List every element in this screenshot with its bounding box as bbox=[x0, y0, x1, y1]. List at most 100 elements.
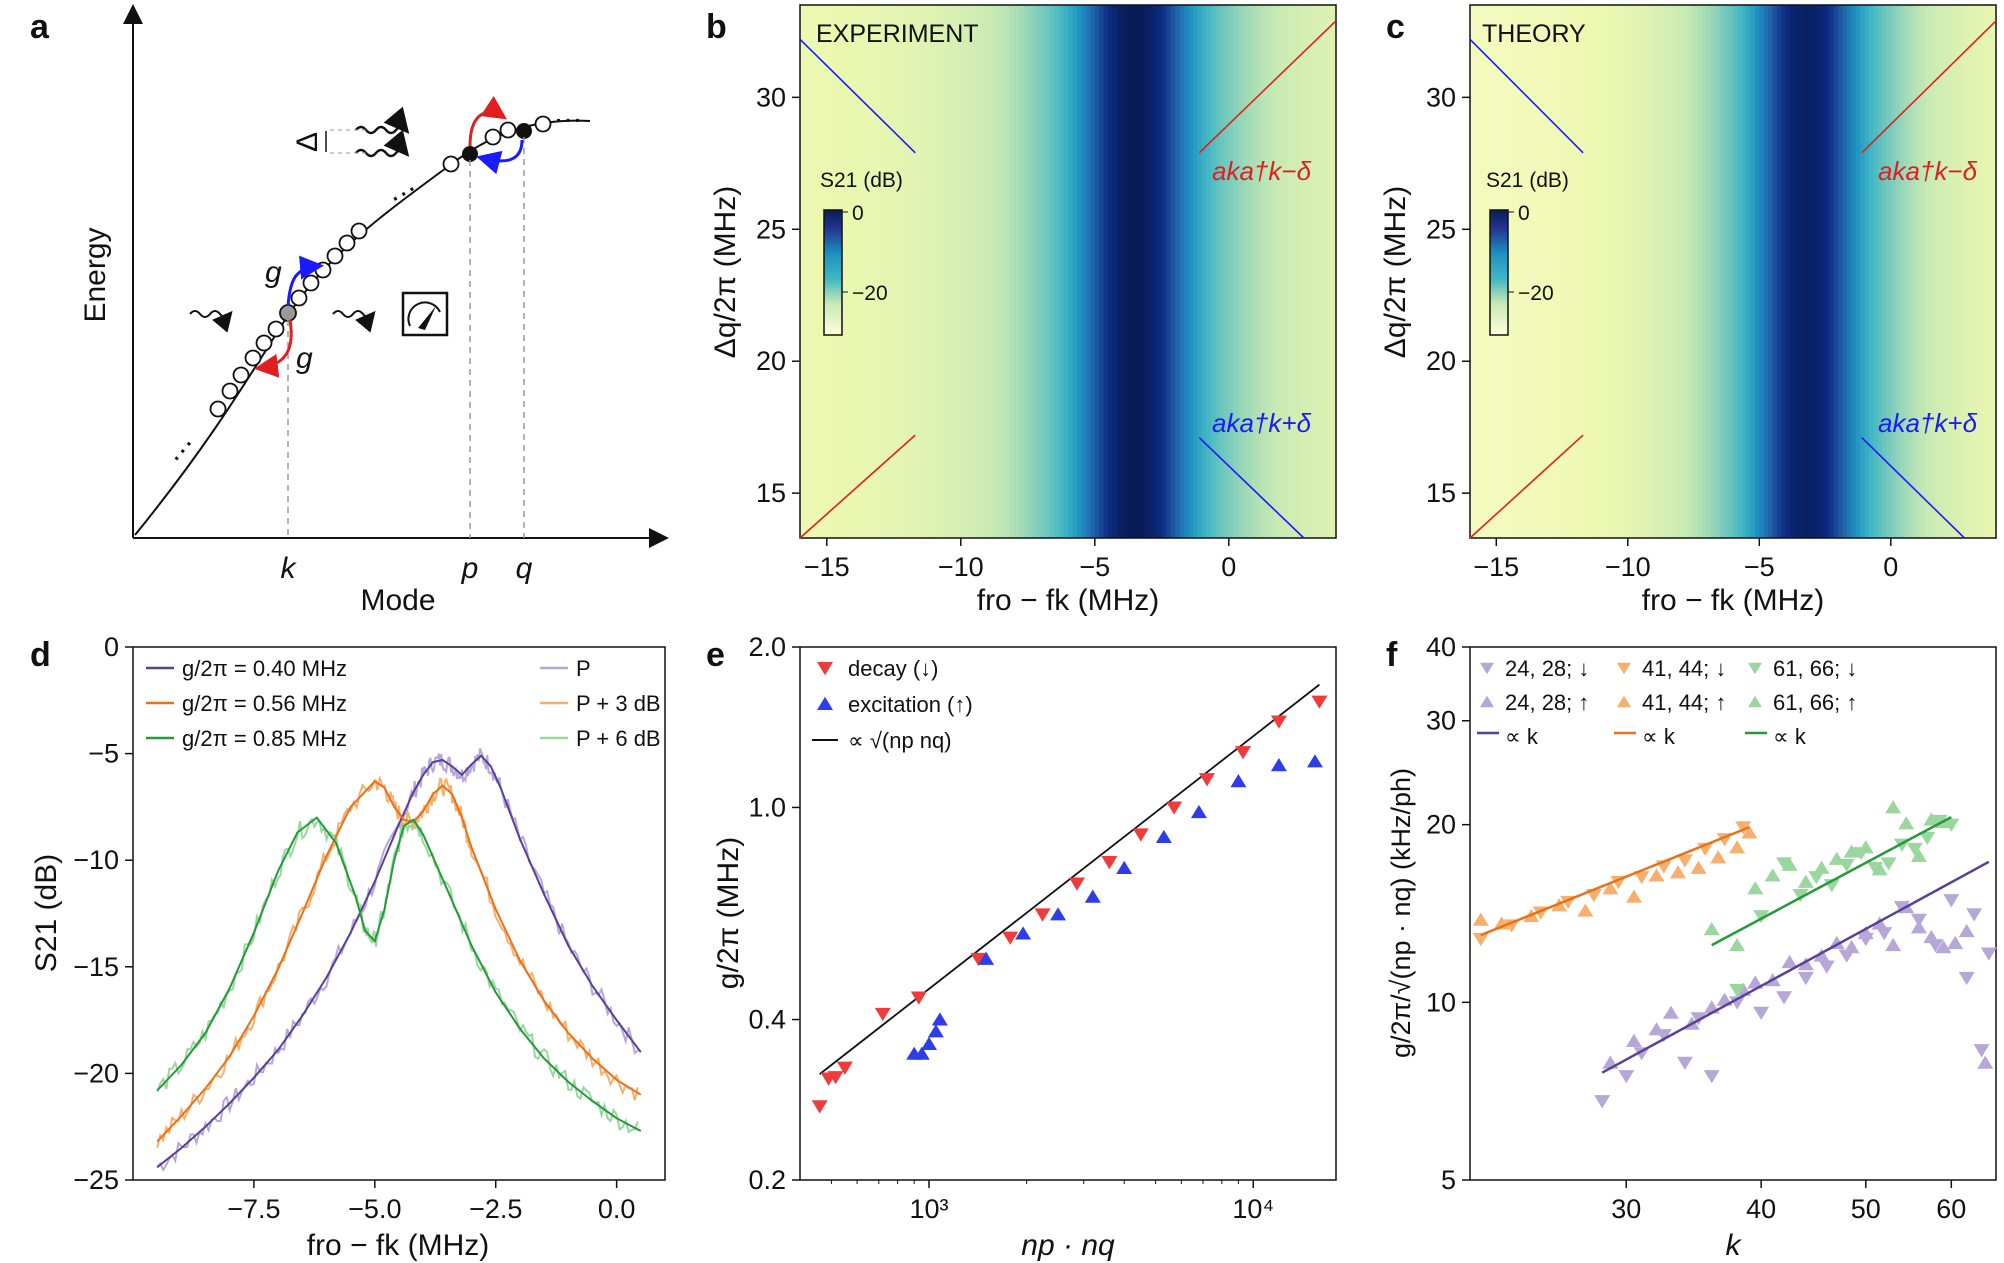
y-tick-label: 30 bbox=[1426, 82, 1456, 112]
heatmap-column bbox=[884, 5, 890, 538]
heatmap-column bbox=[1829, 5, 1835, 538]
heatmap-column bbox=[1768, 5, 1774, 538]
colorbar-c: S21 (dB) 0 −20 bbox=[1486, 169, 1569, 336]
heatmap-column bbox=[1237, 5, 1243, 538]
panel-f: f 30 40 50 60 5 10 20 30 40 24, 28; ↓ 41, 44; ↓ 61… bbox=[1386, 632, 1997, 1262]
up-triangle-marker bbox=[1625, 1033, 1642, 1047]
heatmap-column bbox=[1785, 5, 1791, 538]
heatmap-column bbox=[808, 5, 814, 538]
heatmap-column bbox=[1206, 5, 1212, 538]
heatmap-column bbox=[1099, 5, 1105, 538]
up-triangle-marker bbox=[1015, 926, 1032, 940]
heatmap-column bbox=[1260, 5, 1266, 538]
heatmap-column bbox=[1009, 5, 1015, 538]
heatmap-column bbox=[1219, 5, 1225, 538]
heatmap-column bbox=[1965, 5, 1971, 538]
heatmap-column bbox=[1693, 5, 1699, 538]
blue-pump-arrow bbox=[476, 139, 524, 175]
y-tick-label: −10 bbox=[73, 845, 119, 875]
heatmap-column bbox=[1605, 5, 1611, 538]
heatmap-column bbox=[1991, 5, 1997, 538]
heatmap-column bbox=[1090, 5, 1096, 538]
heatmap-column bbox=[1895, 5, 1901, 538]
heatmap-column bbox=[1750, 5, 1756, 538]
up-triangle-marker bbox=[1480, 695, 1494, 708]
heatmap-column bbox=[1264, 5, 1270, 538]
colorbar-label-c: S21 (dB) bbox=[1486, 169, 1569, 192]
panel-c-label: c bbox=[1386, 8, 1405, 46]
heatmap-column bbox=[1304, 5, 1310, 538]
up-triangle-marker bbox=[1662, 1005, 1679, 1019]
heatmap-column bbox=[1658, 5, 1664, 538]
up-triangle-marker bbox=[1729, 840, 1746, 854]
heatmap-column bbox=[1112, 5, 1118, 538]
heatmap-column bbox=[1811, 5, 1817, 538]
legend-d: g/2π = 0.40 MHz Pg/2π = 0.56 MHz P + 3 dB g… bbox=[146, 656, 661, 751]
heatmap-column bbox=[965, 5, 971, 538]
down-triangle-marker bbox=[1235, 746, 1252, 760]
heatmap-column bbox=[1816, 5, 1822, 538]
heatmap-column bbox=[1228, 5, 1234, 538]
colorbar-b: S21 (dB) 0 −20 bbox=[820, 169, 903, 336]
up-triangle-marker bbox=[1843, 939, 1860, 954]
heatmap-column bbox=[867, 5, 873, 538]
heatmap-column bbox=[1548, 5, 1554, 538]
legend-f: 24, 28; ↓ 41, 44; ↓ 61, 66; ↓ 24, 28; ↑ 41, … bbox=[1477, 656, 1857, 749]
heatmap-column bbox=[1005, 5, 1011, 538]
heatmap-column bbox=[1041, 5, 1047, 538]
heatmap-column bbox=[1059, 5, 1065, 538]
up-triangle-marker bbox=[1781, 857, 1798, 871]
up-triangle-marker bbox=[1857, 925, 1874, 940]
x-tick-label: −5 bbox=[1079, 552, 1110, 582]
heatmap-column bbox=[1873, 5, 1879, 538]
heatmap-column bbox=[1842, 5, 1848, 538]
x-tick-label: −10 bbox=[1605, 552, 1651, 582]
heatmap-column bbox=[1032, 5, 1038, 538]
heatmap-column bbox=[1592, 5, 1598, 538]
sideband-line bbox=[799, 434, 916, 539]
legend-label: 41, 44; ↓ bbox=[1642, 656, 1726, 681]
sideband-line bbox=[1198, 437, 1305, 539]
heatmap-column bbox=[1557, 5, 1563, 538]
up-triangle-marker bbox=[1747, 881, 1764, 895]
heatmap-column bbox=[1540, 5, 1546, 538]
down-triangle-marker bbox=[1919, 831, 1936, 846]
down-triangle-marker bbox=[1068, 877, 1085, 891]
panel-c-frame bbox=[1469, 4, 1997, 539]
red-sideband-annotation-c: aka†k−δ bbox=[1878, 156, 1978, 186]
heatmap-column bbox=[1903, 5, 1909, 538]
up-triangle-marker bbox=[1306, 754, 1323, 768]
down-triangle-marker bbox=[1166, 801, 1183, 815]
ylabel-b: Δq/2π (MHz) bbox=[709, 186, 742, 358]
heatmap-column bbox=[1697, 5, 1703, 538]
heatmap-column bbox=[1838, 5, 1844, 538]
axes-b: −15 −10 −5 0 15 20 25 30 bbox=[756, 82, 1236, 582]
mode-circles bbox=[209, 115, 552, 418]
heatmap-column bbox=[1148, 5, 1154, 538]
sideband-lines-c bbox=[1469, 20, 1997, 539]
heatmap-column bbox=[1960, 5, 1966, 538]
x-tick-label: −2.5 bbox=[469, 1194, 522, 1224]
legend-label: g/2π = 0.56 MHz bbox=[182, 691, 347, 716]
y-tick-label: −15 bbox=[73, 952, 119, 982]
coupling-g-upper: g bbox=[265, 256, 282, 289]
up-triangle-marker bbox=[1813, 948, 1830, 962]
heatmap-column bbox=[1715, 5, 1721, 538]
down-triangle-marker bbox=[1480, 662, 1494, 675]
up-triangle-marker bbox=[1703, 922, 1720, 936]
heatmap-column bbox=[920, 5, 926, 538]
down-triangle-marker bbox=[1792, 889, 1809, 903]
panel-f-label: f bbox=[1386, 636, 1398, 674]
down-triangle-marker bbox=[1729, 996, 1746, 1010]
heatmap-column bbox=[1662, 5, 1668, 538]
heatmap-column bbox=[1882, 5, 1888, 538]
up-triangle-marker bbox=[1910, 920, 1927, 934]
heatmap-column bbox=[893, 5, 899, 538]
ellipsis-mid: … bbox=[378, 165, 420, 209]
down-triangle-marker bbox=[1748, 662, 1762, 675]
heatmap-column bbox=[1210, 5, 1216, 538]
heatmap-column bbox=[1139, 5, 1145, 538]
pump-wave-1 bbox=[355, 106, 410, 135]
sideband-lines-b bbox=[799, 20, 1337, 539]
down-triangle-marker bbox=[836, 1061, 853, 1075]
